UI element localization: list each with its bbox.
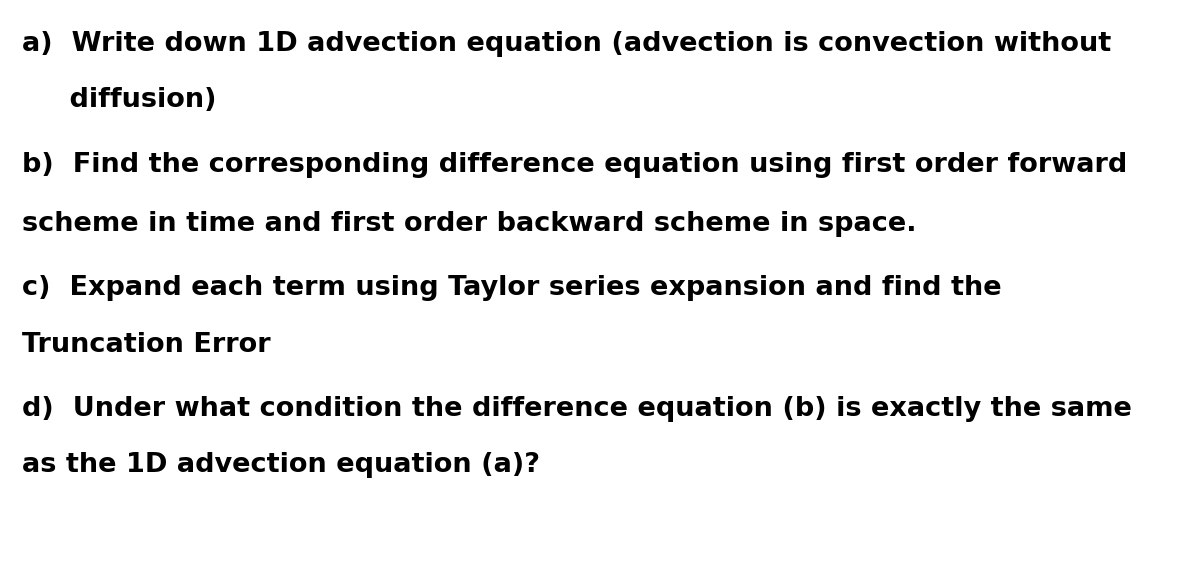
Text: scheme in time and first order backward scheme in space.: scheme in time and first order backward … xyxy=(22,211,916,237)
Text: Truncation Error: Truncation Error xyxy=(22,332,270,357)
Text: b)  Find the corresponding difference equation using first order forward: b) Find the corresponding difference equ… xyxy=(22,152,1127,178)
Text: a)  Write down 1D advection equation (advection is convection without: a) Write down 1D advection equation (adv… xyxy=(22,31,1111,57)
Text: as the 1D advection equation (a)?: as the 1D advection equation (a)? xyxy=(22,452,540,478)
Text: diffusion): diffusion) xyxy=(22,87,216,113)
Text: c)  Expand each term using Taylor series expansion and find the: c) Expand each term using Taylor series … xyxy=(22,275,1001,301)
Text: d)  Under what condition the difference equation (b) is exactly the same: d) Under what condition the difference e… xyxy=(22,396,1132,422)
